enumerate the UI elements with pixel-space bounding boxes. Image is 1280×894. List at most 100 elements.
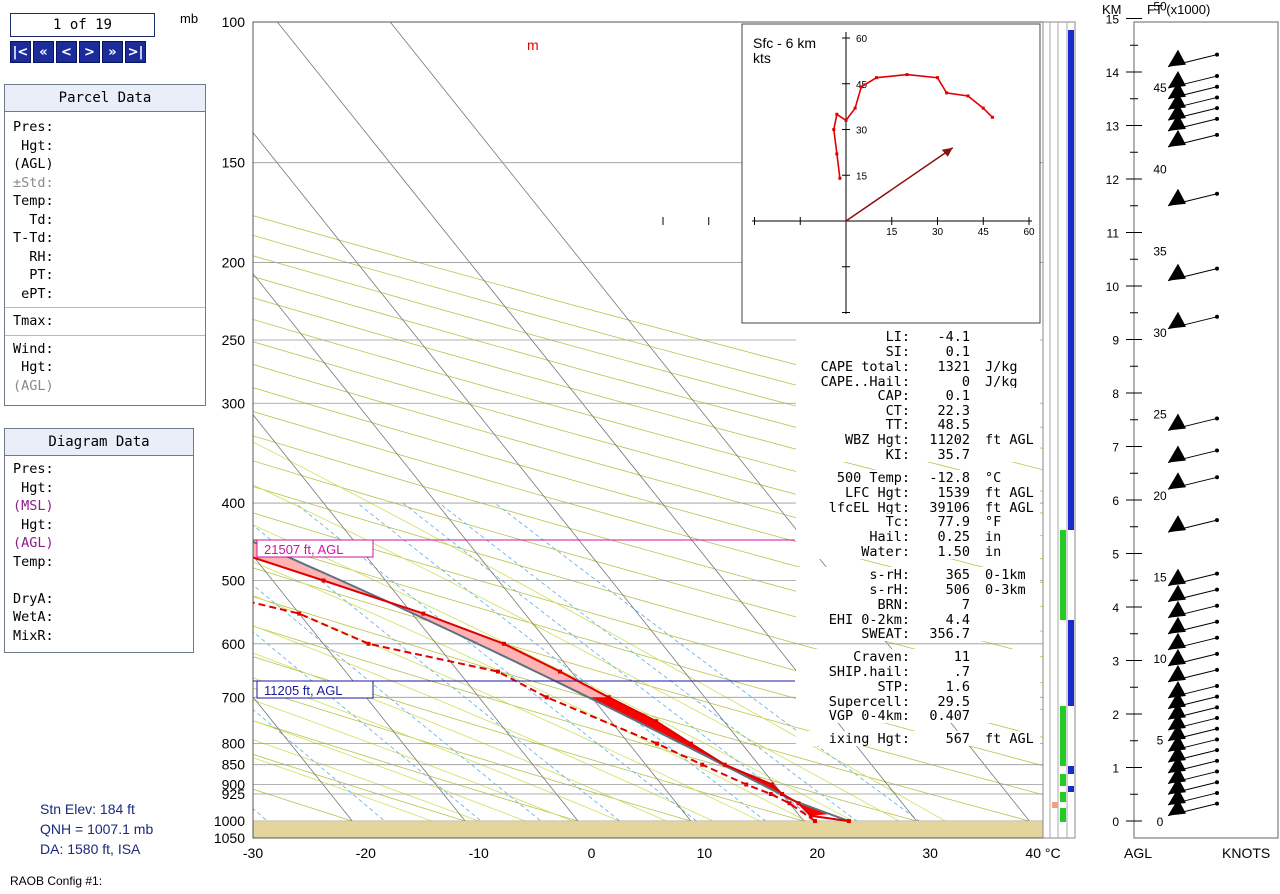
index-value: 0.1 [946, 388, 970, 404]
wind-barb-point [1215, 448, 1219, 453]
pressure-tick-label: 100 [222, 14, 246, 30]
km-tick-label: 13 [1106, 120, 1120, 134]
status-bar-green-low2 [1060, 774, 1066, 786]
pressure-unit-label: mb [180, 11, 199, 26]
wind-barb-point [1215, 475, 1219, 480]
wind-barb-point [1215, 52, 1219, 57]
forward-fast-button[interactable]: » [102, 41, 123, 63]
index-value: -4.1 [937, 329, 970, 345]
wind-barb-pennant [1168, 600, 1186, 618]
temperature-point [796, 801, 801, 806]
wind-barb-point [1215, 266, 1219, 271]
wind-barb-point [1215, 737, 1219, 742]
indices-list: LI: -4.1 SI: 0.1 CAPE total: 1321 J/kg CAPE..Ha… [796, 329, 1040, 747]
index-label: LI: [886, 329, 910, 345]
previous-sounding-button[interactable]: < [56, 41, 77, 63]
dry-adiabat [0, 22, 177, 838]
temperature-tick-label: 30 [922, 845, 938, 861]
first-sounding-button[interactable]: |< [10, 41, 31, 63]
wind-barb-point [1215, 651, 1219, 656]
index-row-background [796, 388, 1040, 403]
upper-height-label: 21507 ft, AGL [264, 542, 344, 557]
hodograph-point [945, 91, 949, 95]
index-value: 506 [946, 582, 970, 598]
moist-adiabat [253, 739, 525, 838]
moist-adiabat [253, 561, 841, 838]
km-tick-label: 12 [1106, 173, 1120, 187]
km-tick-label: 8 [1112, 387, 1119, 401]
wind-barb-point [1215, 106, 1219, 111]
pressure-tick-label: 500 [222, 573, 246, 589]
hodograph-point [835, 112, 839, 116]
wind-barb-point [1215, 667, 1219, 672]
upper-height-box [256, 539, 374, 558]
pressure-tick-label: 1000 [214, 813, 245, 829]
hodograph-inset[interactable]: Sfc - 6 km kts 15 30 45 60 15 30 45 60 [662, 23, 1041, 405]
moist-adiabat [253, 484, 931, 838]
wind-barb-point [1215, 416, 1219, 421]
km-tick-label: 2 [1112, 708, 1119, 722]
wind-barb-pennant [1168, 713, 1186, 731]
dewpoint-point [813, 819, 818, 824]
status-bars [1042, 21, 1076, 839]
temperature-point [501, 641, 506, 646]
index-value: 0 [962, 374, 970, 390]
status-bar-green-sfc [1060, 808, 1066, 822]
index-unit: ft AGL [985, 485, 1034, 501]
status-bar-blue-low2 [1068, 786, 1074, 792]
temperature-point [722, 762, 727, 767]
ft-tick-label: 20 [1153, 489, 1167, 503]
status-bar-green-mid [1060, 530, 1066, 620]
temperature-point [689, 741, 694, 746]
index-row-background [796, 447, 1040, 462]
pressure-tick-label: 700 [222, 689, 246, 705]
dewpoint-point [158, 579, 162, 583]
station-elevation: Stn Elev: 184 ft [40, 801, 135, 817]
index-value: 567 [946, 731, 970, 747]
wind-barb-pennant [1168, 734, 1186, 752]
index-row-background [796, 514, 1040, 529]
hodograph-units: kts [753, 50, 771, 66]
wind-barb-point [1215, 603, 1219, 608]
pressure-tick-label: 150 [222, 155, 246, 171]
dry-adiabat [253, 753, 521, 838]
dry-adiabat [253, 687, 750, 838]
hodograph-y-tick-label: 60 [856, 34, 868, 45]
hodograph-title: Sfc - 6 km [753, 35, 816, 51]
ft-header: FT (x1000) [1147, 2, 1210, 17]
km-header: KM [1102, 2, 1122, 17]
hodograph-point [832, 128, 836, 131]
index-unit: J/kg [985, 359, 1018, 375]
wind-barb-point [1215, 683, 1219, 688]
wind-barb-pennant [1168, 515, 1186, 533]
dry-adiabat [253, 486, 1043, 711]
parcel-wind-label: Wind: [13, 340, 54, 357]
temperature-point [654, 719, 659, 724]
status-bar-blue-low [1068, 766, 1074, 774]
index-row-background [796, 694, 1040, 709]
last-sounding-button[interactable]: >| [125, 41, 146, 63]
index-label: LFC Hgt: [845, 485, 910, 501]
hodograph-point [859, 85, 863, 89]
hodograph-point [853, 106, 857, 110]
hodograph-point [966, 94, 970, 98]
temperature-tick-label: 20 [809, 845, 825, 861]
index-label: WBZ Hgt: [845, 432, 910, 448]
wind-barb-pennant [1168, 766, 1186, 784]
moist-adiabat [253, 441, 976, 838]
index-label: Craven: [853, 649, 910, 665]
ground-band [253, 821, 1043, 838]
parcel-pt-label: PT: [13, 267, 54, 283]
back-fast-button[interactable]: « [33, 41, 54, 63]
moist-adiabat [253, 652, 705, 838]
dewpoint-point [787, 801, 792, 806]
wind-barb-point [1215, 518, 1219, 523]
index-row-background [796, 664, 1040, 679]
moist-adiabat [253, 757, 479, 838]
wind-barb-point [1215, 587, 1219, 592]
moist-adiabat [253, 524, 886, 838]
next-sounding-button[interactable]: > [79, 41, 100, 63]
temperature-point [558, 669, 563, 674]
mixing-ratio-line [253, 631, 503, 838]
